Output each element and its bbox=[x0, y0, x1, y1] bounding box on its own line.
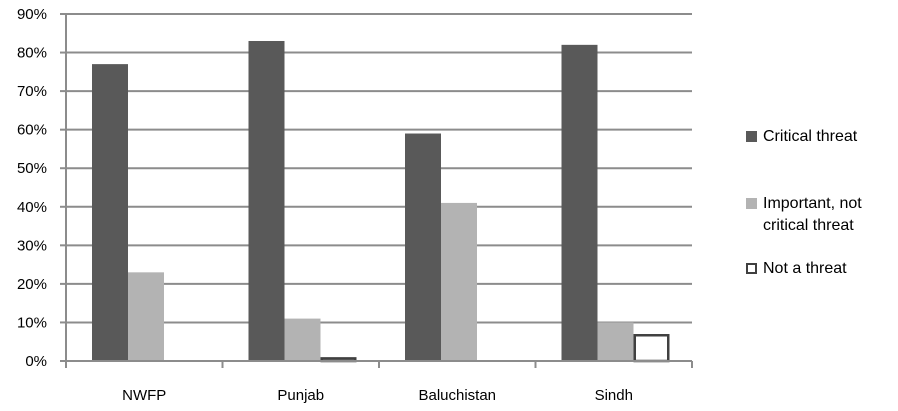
y-tick-label: 10% bbox=[17, 314, 47, 331]
legend-label-important-not-critical: Important, not critical threat bbox=[763, 195, 862, 234]
gridlines bbox=[66, 13, 692, 324]
bar-important-not-critical bbox=[128, 272, 164, 361]
x-tick-label: Punjab bbox=[277, 387, 324, 404]
bar-important-not-critical bbox=[284, 318, 321, 361]
bar-important-not-critical bbox=[441, 202, 477, 361]
bar-not-a-threat bbox=[633, 334, 670, 363]
y-tick-label: 90% bbox=[17, 6, 47, 23]
x-tick-label: Baluchistan bbox=[418, 387, 496, 404]
x-tick-label: Sindh bbox=[595, 387, 633, 404]
legend-item-not-a-threat: Not a threat bbox=[746, 258, 898, 280]
y-tick-label: 60% bbox=[17, 122, 47, 139]
bar-critical-threat bbox=[561, 44, 598, 361]
bar-important-not-critical bbox=[597, 322, 634, 361]
legend-swatch-important-not-critical bbox=[746, 198, 757, 209]
bars bbox=[92, 40, 670, 363]
y-tick-labels: 0% 10% 20% 30% 40% 50% 60% 70% 80% 90% bbox=[17, 6, 47, 370]
y-tick-label: 50% bbox=[17, 160, 47, 177]
y-tick-label: 30% bbox=[17, 237, 47, 254]
y-tick-label: 0% bbox=[25, 353, 47, 370]
bar-critical-threat bbox=[248, 40, 285, 361]
legend-item-important-not-critical: Important, not critical threat bbox=[746, 193, 898, 237]
bar-critical-threat bbox=[92, 64, 128, 361]
legend-label-critical-threat: Critical threat bbox=[763, 128, 858, 145]
bar-critical-threat bbox=[405, 133, 441, 361]
legend-swatch-not-a-threat bbox=[746, 263, 757, 274]
y-tick-label: 20% bbox=[17, 276, 47, 293]
x-tick-labels: NWFP Punjab Baluchistan Sindh bbox=[122, 387, 633, 404]
y-tick-label: 70% bbox=[17, 83, 47, 100]
x-tick-label: NWFP bbox=[122, 387, 166, 404]
legend-swatch-critical-threat bbox=[746, 131, 757, 142]
axes bbox=[60, 13, 693, 368]
legend-label-not-a-threat: Not a threat bbox=[763, 260, 847, 277]
y-tick-label: 40% bbox=[17, 199, 47, 216]
y-tick-label: 80% bbox=[17, 45, 47, 62]
legend-item-critical-threat: Critical threat bbox=[746, 126, 898, 148]
